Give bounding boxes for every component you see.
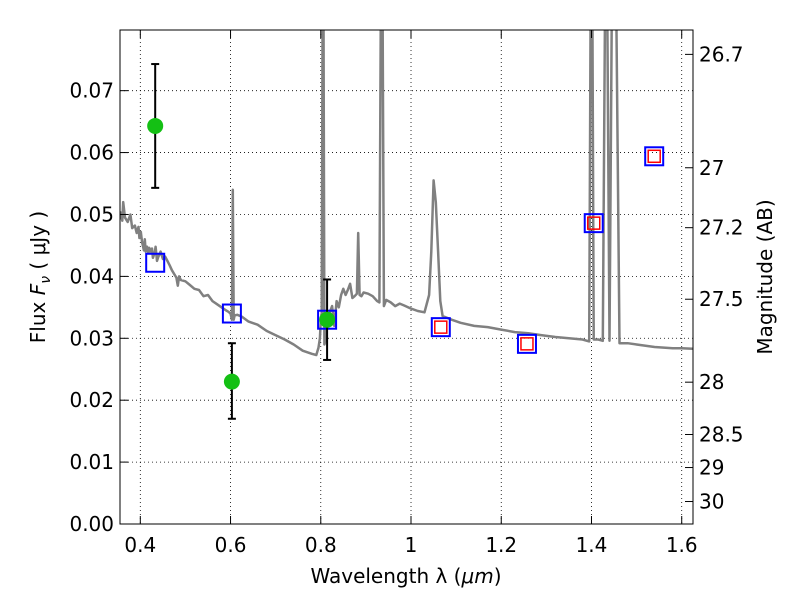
y2-tick-label: 27.5 (699, 287, 744, 311)
model-photometry-alt-marker (586, 216, 601, 230)
y2-tick-label: 28 (699, 370, 724, 394)
series-layer (120, 30, 693, 420)
y-axis-title: Flux Fν ( μJy ) (26, 211, 54, 343)
y2-tick-label: 27.2 (699, 216, 744, 240)
plot-area (120, 30, 693, 524)
model-photometry-marker (430, 317, 451, 338)
model-photometry-alt-marker (434, 320, 448, 334)
x-tick-label: 1.4 (576, 533, 608, 557)
y2-axis-title: Magnitude (AB) (753, 199, 777, 354)
y-tick-label: 0.07 (69, 79, 114, 103)
observed-point (319, 311, 336, 328)
model-photometry-marker (145, 252, 166, 273)
x-axis-title: Wavelength λ (μm) (310, 564, 501, 588)
model-photometry-alt-marker (520, 337, 534, 351)
y-tick-label: 0.00 (69, 512, 114, 536)
plot-frame (119, 29, 694, 525)
model-photometry-marker (516, 333, 537, 354)
y2-tick-label: 30 (699, 490, 724, 514)
x-tick-label: 0.4 (124, 533, 156, 557)
y-tick-label: 0.03 (69, 326, 114, 350)
y2-tick-label: 26.7 (699, 42, 744, 66)
model-photometry-alt-marker (647, 149, 661, 164)
y2-tick-label: 29 (699, 456, 724, 480)
y-tick-label: 0.05 (69, 202, 114, 226)
model-photometry-marker (644, 146, 665, 167)
x-tick-label: 0.6 (215, 533, 247, 557)
y-tick-label: 0.02 (69, 388, 114, 412)
y-tick-label: 0.01 (69, 450, 114, 474)
observed-point (223, 373, 240, 390)
x-tick-label: 0.8 (305, 533, 337, 557)
x-tick-label: 1 (405, 533, 418, 557)
y-tick-label: 0.04 (69, 264, 114, 288)
observed-point (147, 117, 164, 134)
y2-tick-label: 28.5 (699, 423, 744, 447)
model-photometry-marker (221, 303, 242, 324)
y-tick-label: 0.06 (69, 141, 114, 165)
y2-tick-label: 27 (699, 156, 724, 180)
x-tick-label: 1.6 (666, 533, 698, 557)
ticks: 0.4 0.6 0.8 1 1.2 1.4 1.6 0.00 0.01 0.02 0.03 0.04 0… (69, 30, 744, 557)
model-photometry-marker (583, 213, 604, 234)
x-tick-label: 1.2 (485, 533, 517, 557)
